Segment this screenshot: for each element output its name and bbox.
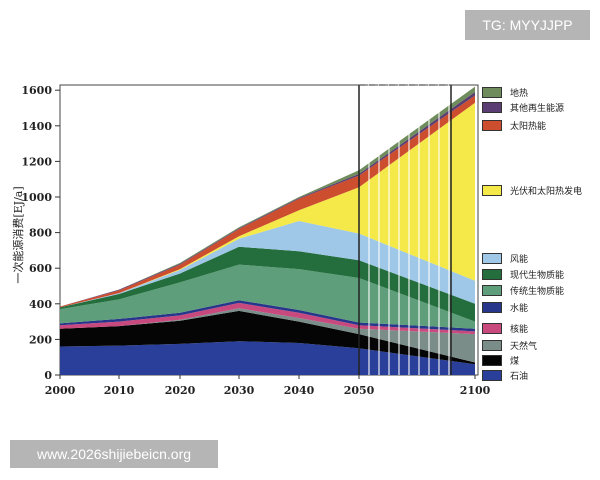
legend-swatch bbox=[482, 355, 502, 366]
legend-item: 地热 bbox=[482, 86, 528, 99]
legend-item: 现代生物质能 bbox=[482, 268, 564, 281]
legend-swatch bbox=[482, 253, 502, 264]
y-tick-label: 400 bbox=[29, 298, 52, 311]
area-series-2 bbox=[60, 308, 475, 363]
legend-item: 天然气 bbox=[482, 339, 537, 352]
legend-item: 其他再生能源 bbox=[482, 101, 564, 114]
area-series-0 bbox=[60, 341, 475, 375]
legend-label: 地热 bbox=[510, 89, 529, 99]
y-tick-label: 1600 bbox=[21, 84, 52, 97]
y-tick-label: 800 bbox=[29, 227, 52, 240]
legend-label: 风能 bbox=[510, 255, 529, 265]
legend-item: 光伏和太阳热发电 bbox=[482, 184, 582, 197]
x-tick-label: 2050 bbox=[344, 384, 375, 397]
legend-swatch bbox=[482, 285, 502, 296]
x-tick-label: 2030 bbox=[224, 384, 255, 397]
area-series-7 bbox=[60, 221, 475, 308]
x-tick-label: 2010 bbox=[104, 384, 135, 397]
area-series-5 bbox=[60, 264, 475, 329]
legend-item: 石油 bbox=[482, 369, 528, 382]
legend-label: 传统生物质能 bbox=[510, 287, 565, 297]
legend-label: 石油 bbox=[510, 372, 529, 382]
legend-label: 其他再生能源 bbox=[510, 104, 565, 114]
legend-swatch bbox=[482, 340, 502, 351]
y-tick-label: 200 bbox=[29, 333, 52, 346]
y-tick-label: 600 bbox=[29, 262, 52, 275]
legend-label: 煤 bbox=[510, 357, 520, 367]
watermark-top: TG: MYYJJPP bbox=[465, 10, 590, 40]
legend-label: 光伏和太阳热发电 bbox=[510, 187, 583, 197]
legend-swatch bbox=[482, 370, 502, 381]
legend-swatch bbox=[482, 185, 502, 196]
area-series-6 bbox=[60, 246, 475, 322]
y-axis-label: 一次能源消费[EJ/a] bbox=[12, 186, 25, 284]
legend-label: 现代生物质能 bbox=[510, 271, 565, 281]
legend-item: 太阳热能 bbox=[482, 119, 546, 132]
legend-swatch bbox=[482, 102, 502, 113]
legend-item: 水能 bbox=[482, 301, 528, 314]
legend-swatch bbox=[482, 120, 502, 131]
legend-item: 风能 bbox=[482, 252, 528, 265]
legend-item: 煤 bbox=[482, 354, 519, 367]
legend-item: 核能 bbox=[482, 322, 528, 335]
legend-label: 天然气 bbox=[510, 342, 538, 352]
legend-label: 水能 bbox=[510, 304, 529, 314]
legend-item: 传统生物质能 bbox=[482, 284, 564, 297]
x-tick-label: 2100 bbox=[460, 384, 491, 397]
legend-swatch bbox=[482, 269, 502, 280]
x-tick-label: 2020 bbox=[165, 384, 196, 397]
y-tick-label: 1000 bbox=[21, 191, 52, 204]
x-tick-label: 2040 bbox=[284, 384, 315, 397]
legend-swatch bbox=[482, 87, 502, 98]
y-tick-label: 1200 bbox=[21, 155, 52, 168]
x-tick-label: 2000 bbox=[45, 384, 76, 397]
area-series-4 bbox=[60, 300, 475, 332]
legend-label: 太阳热能 bbox=[510, 122, 547, 132]
legend-label: 核能 bbox=[510, 325, 529, 335]
legend-swatch bbox=[482, 323, 502, 334]
legend-swatch bbox=[482, 302, 502, 313]
watermark-bottom: www.2026shijiebeicn.org bbox=[10, 440, 218, 468]
area-series-8 bbox=[60, 102, 475, 308]
y-tick-label: 0 bbox=[44, 369, 52, 382]
y-tick-label: 1400 bbox=[21, 120, 52, 133]
area-series-3 bbox=[60, 302, 475, 335]
area-series-1 bbox=[60, 310, 475, 365]
